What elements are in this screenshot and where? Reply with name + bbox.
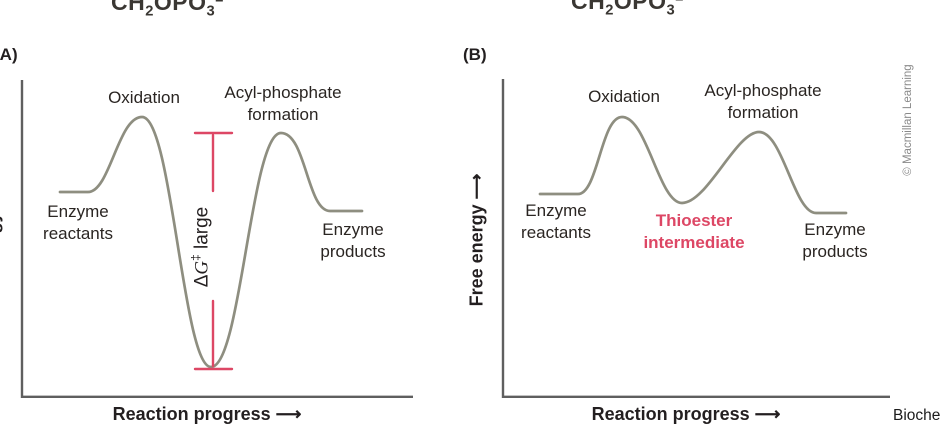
panel-b-oxidation-label: Oxidation <box>588 87 660 106</box>
panel-b-axes <box>501 79 890 398</box>
formula-text: CH <box>570 0 606 14</box>
annotation-text: large <box>191 206 213 255</box>
panel-b-tag: (B) <box>463 45 487 64</box>
delta-g-bracket-lines <box>193 131 234 371</box>
formula-subscript: 3 <box>206 3 216 20</box>
formula-text: CH <box>110 0 146 15</box>
panel-b-enzyme-products-label: Enzyme products <box>802 220 868 262</box>
panel-b-enzyme-reactants-label: Enzyme reactants <box>521 201 591 243</box>
delta-g-large-annotation: ΔG‡ large <box>190 182 214 312</box>
panel-b-y-axis-label: Free energy ⟶ <box>466 173 487 307</box>
formula-subscript: 2 <box>145 3 154 20</box>
panel-a-axes <box>20 80 413 398</box>
panel-b-acyl-phosphate-label: Acyl-phosphate formation <box>704 81 822 123</box>
formula-superscript: 2− <box>675 0 693 4</box>
panel-a-energy-curve <box>58 115 364 369</box>
panel-b-formula: CH2OPO32− <box>571 0 693 19</box>
panel-a-acyl-phosphate-label: Acyl-phosphate formation <box>224 83 342 125</box>
panel-a-tag: (A) <box>0 45 18 64</box>
panel-a-enzyme-reactants-label: Enzyme reactants <box>43 202 113 244</box>
panel-a-formula: CH2OPO32− <box>111 0 233 20</box>
formula-subscript: 2 <box>605 2 614 19</box>
panel-a-oxidation-label: Oxidation <box>108 88 180 107</box>
panel-a-x-axis-label: Reaction progress ⟶ <box>112 404 302 424</box>
formula-text: OPO <box>613 0 667 14</box>
panel-a-y-axis-label: Free energy ⟶ <box>0 182 3 315</box>
gibbs-g-symbol: G <box>191 260 213 275</box>
panel-b-energy-curve <box>538 115 848 215</box>
panel-b-x-axis-label: Reaction progress ⟶ <box>591 404 781 424</box>
formula-superscript: 2− <box>215 0 233 5</box>
panel-b-thioester-intermediate-label: Thioester intermediate <box>643 211 745 253</box>
formula-subscript: 3 <box>666 2 676 19</box>
panel-a-enzyme-products-label: Enzyme products <box>320 220 386 262</box>
delta-symbol: Δ <box>191 274 213 288</box>
double-dagger-symbol: ‡ <box>190 254 203 261</box>
corner-caption-text: Bioche <box>893 407 941 424</box>
formula-text: OPO <box>153 0 207 15</box>
macmillan-learning-credit: © Macmillan Learning <box>902 64 914 176</box>
